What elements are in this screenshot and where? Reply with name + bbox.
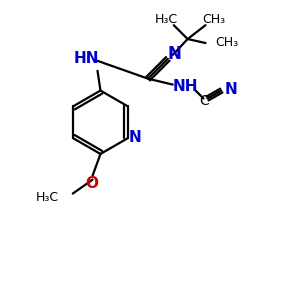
Text: N: N [128,130,141,145]
Text: N: N [168,45,182,63]
Text: CH₃: CH₃ [215,37,238,50]
Text: H₃C: H₃C [36,191,59,204]
Text: C: C [200,94,209,109]
Text: NH: NH [173,79,198,94]
Text: CH₃: CH₃ [202,13,225,26]
Text: N: N [225,82,238,97]
Text: O: O [85,176,98,191]
Text: H₃C: H₃C [154,13,177,26]
Text: HN: HN [74,51,99,66]
